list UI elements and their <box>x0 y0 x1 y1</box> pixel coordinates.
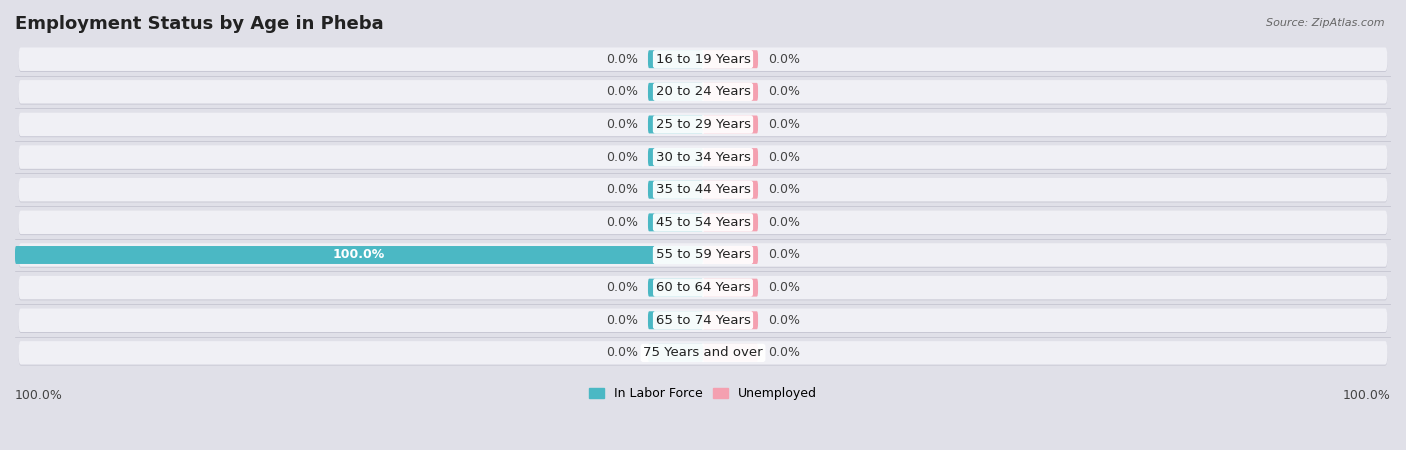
FancyBboxPatch shape <box>18 49 1388 72</box>
Text: 30 to 34 Years: 30 to 34 Years <box>655 151 751 164</box>
FancyBboxPatch shape <box>703 83 758 101</box>
FancyBboxPatch shape <box>703 344 758 362</box>
FancyBboxPatch shape <box>18 309 1388 332</box>
FancyBboxPatch shape <box>18 310 1388 333</box>
Text: Source: ZipAtlas.com: Source: ZipAtlas.com <box>1267 18 1385 28</box>
Text: 60 to 64 Years: 60 to 64 Years <box>655 281 751 294</box>
FancyBboxPatch shape <box>703 181 758 199</box>
FancyBboxPatch shape <box>18 80 1388 104</box>
FancyBboxPatch shape <box>18 244 1388 268</box>
FancyBboxPatch shape <box>18 276 1388 299</box>
FancyBboxPatch shape <box>18 243 1388 267</box>
FancyBboxPatch shape <box>18 179 1388 203</box>
Text: 75 Years and over: 75 Years and over <box>643 346 763 360</box>
Text: 0.0%: 0.0% <box>768 183 800 196</box>
FancyBboxPatch shape <box>18 211 1388 234</box>
Text: 16 to 19 Years: 16 to 19 Years <box>655 53 751 66</box>
FancyBboxPatch shape <box>648 311 703 329</box>
Text: 45 to 54 Years: 45 to 54 Years <box>655 216 751 229</box>
FancyBboxPatch shape <box>648 83 703 101</box>
FancyBboxPatch shape <box>648 116 703 134</box>
Text: 0.0%: 0.0% <box>606 53 638 66</box>
Text: 100.0%: 100.0% <box>15 389 63 402</box>
FancyBboxPatch shape <box>18 146 1388 170</box>
Text: 0.0%: 0.0% <box>768 248 800 261</box>
Text: 0.0%: 0.0% <box>606 118 638 131</box>
FancyBboxPatch shape <box>648 148 703 166</box>
Text: 0.0%: 0.0% <box>606 314 638 327</box>
FancyBboxPatch shape <box>703 116 758 134</box>
Text: 0.0%: 0.0% <box>768 53 800 66</box>
FancyBboxPatch shape <box>18 145 1388 169</box>
Text: 0.0%: 0.0% <box>606 183 638 196</box>
FancyBboxPatch shape <box>18 112 1388 136</box>
FancyBboxPatch shape <box>18 114 1388 137</box>
FancyBboxPatch shape <box>648 213 703 231</box>
Text: 0.0%: 0.0% <box>768 216 800 229</box>
FancyBboxPatch shape <box>18 342 1388 365</box>
FancyBboxPatch shape <box>648 50 703 68</box>
Text: 65 to 74 Years: 65 to 74 Years <box>655 314 751 327</box>
FancyBboxPatch shape <box>703 279 758 297</box>
FancyBboxPatch shape <box>703 148 758 166</box>
FancyBboxPatch shape <box>703 213 758 231</box>
Text: 0.0%: 0.0% <box>606 216 638 229</box>
Text: 0.0%: 0.0% <box>606 281 638 294</box>
Text: 0.0%: 0.0% <box>768 151 800 164</box>
Text: 0.0%: 0.0% <box>606 151 638 164</box>
FancyBboxPatch shape <box>15 246 703 264</box>
FancyBboxPatch shape <box>18 277 1388 300</box>
FancyBboxPatch shape <box>18 341 1388 365</box>
Text: 0.0%: 0.0% <box>768 314 800 327</box>
Text: 0.0%: 0.0% <box>768 346 800 360</box>
Text: 0.0%: 0.0% <box>606 346 638 360</box>
Text: 20 to 24 Years: 20 to 24 Years <box>655 86 751 99</box>
FancyBboxPatch shape <box>18 47 1388 71</box>
Text: Employment Status by Age in Pheba: Employment Status by Age in Pheba <box>15 15 384 33</box>
Text: 0.0%: 0.0% <box>606 86 638 99</box>
Legend: In Labor Force, Unemployed: In Labor Force, Unemployed <box>583 382 823 405</box>
Text: 100.0%: 100.0% <box>1343 389 1391 402</box>
FancyBboxPatch shape <box>648 344 703 362</box>
FancyBboxPatch shape <box>703 50 758 68</box>
Text: 55 to 59 Years: 55 to 59 Years <box>655 248 751 261</box>
Text: 0.0%: 0.0% <box>768 86 800 99</box>
FancyBboxPatch shape <box>18 81 1388 104</box>
Text: 25 to 29 Years: 25 to 29 Years <box>655 118 751 131</box>
Text: 100.0%: 100.0% <box>333 248 385 261</box>
FancyBboxPatch shape <box>648 279 703 297</box>
FancyBboxPatch shape <box>703 311 758 329</box>
FancyBboxPatch shape <box>703 246 758 264</box>
FancyBboxPatch shape <box>648 181 703 199</box>
Text: 0.0%: 0.0% <box>768 281 800 294</box>
FancyBboxPatch shape <box>18 212 1388 235</box>
Text: 0.0%: 0.0% <box>768 118 800 131</box>
FancyBboxPatch shape <box>18 178 1388 202</box>
Text: 35 to 44 Years: 35 to 44 Years <box>655 183 751 196</box>
